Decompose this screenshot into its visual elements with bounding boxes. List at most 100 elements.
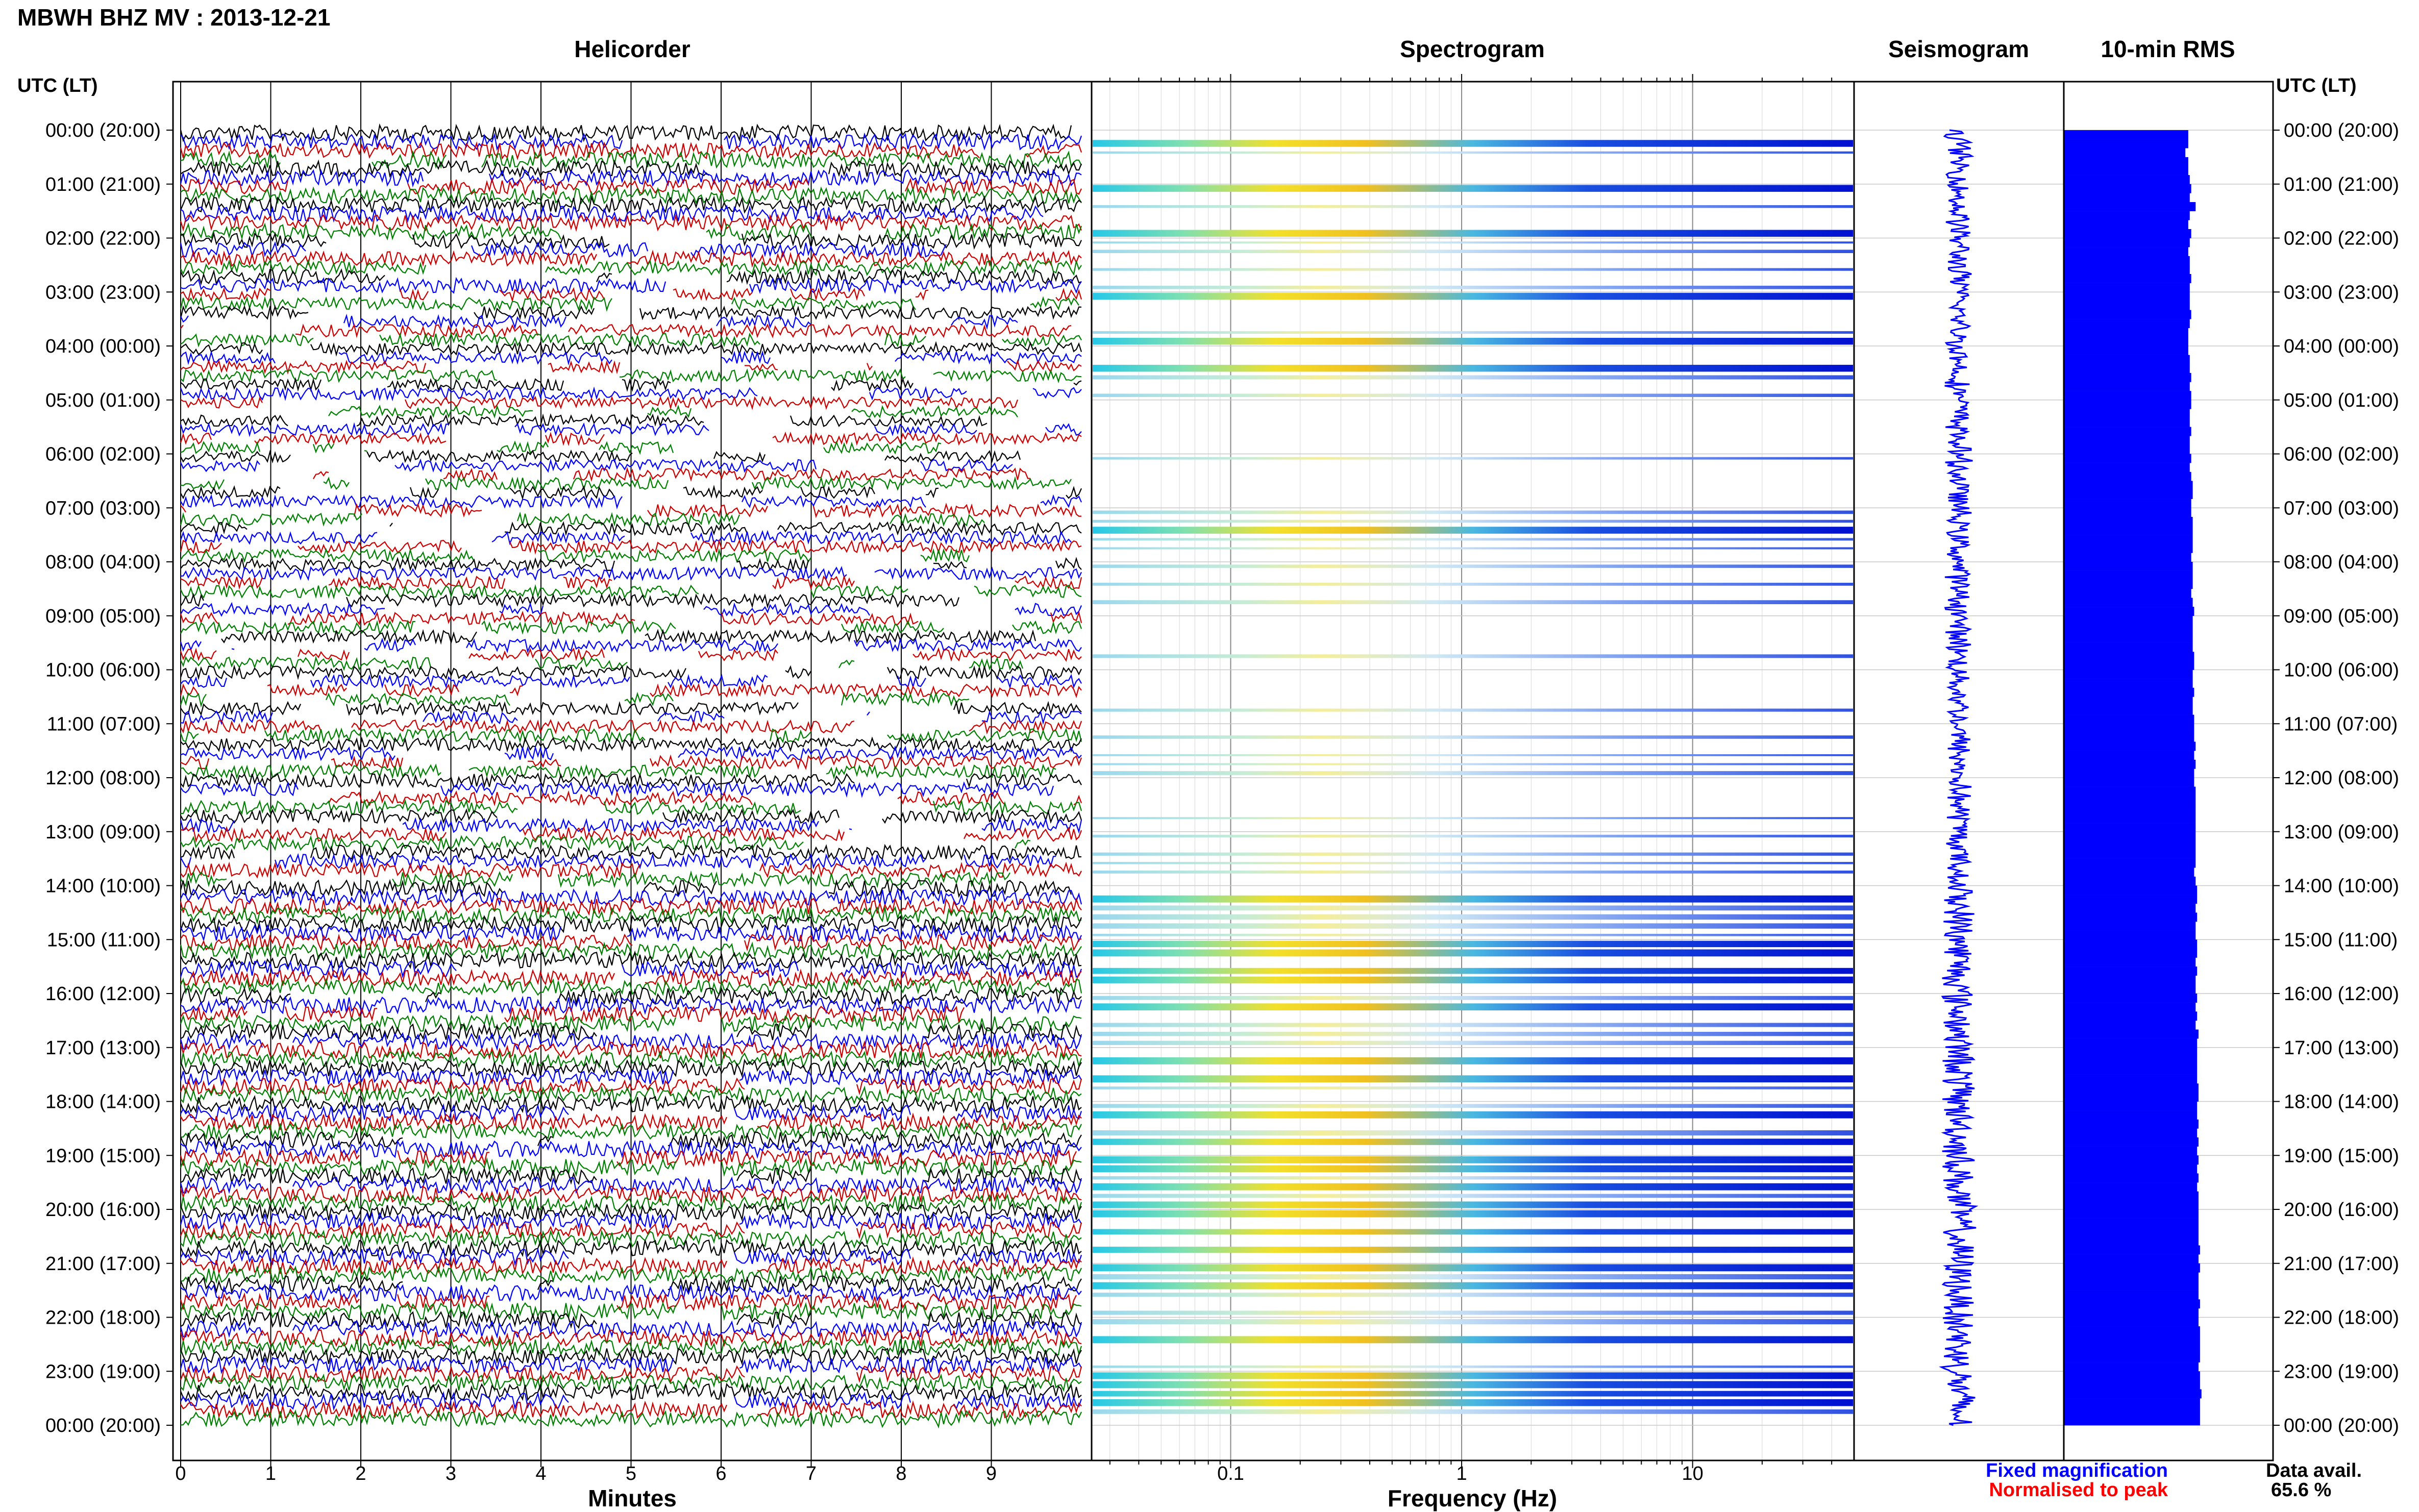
rms-bar (2064, 994, 2198, 1003)
rms-bar (2064, 652, 2194, 661)
helicorder-trace (180, 923, 1082, 943)
rms-bar (2064, 157, 2188, 166)
rms-bar (2064, 1011, 2198, 1021)
rms-bar (2064, 526, 2193, 535)
rms-bar (2064, 1245, 2200, 1255)
helicorder-trace (180, 736, 1082, 753)
helicorder-trace (180, 1247, 1082, 1267)
spectrogram-row (1093, 914, 1853, 920)
helicorder-trace (180, 431, 1082, 447)
spectrogram-row (1093, 940, 1853, 948)
time-axis-header-right: UTC (LT) (2276, 75, 2357, 96)
helicorder-trace (180, 296, 1079, 312)
helicorder-trace (180, 896, 1082, 916)
y-tick-label-right: 09:00 (05:00) (2284, 606, 2399, 627)
helicorder-trace (180, 816, 1082, 834)
spectrogram-row (1093, 519, 1853, 523)
rms-bar (2064, 427, 2191, 436)
helicorder-trace (180, 484, 1082, 501)
helicorder-trace (180, 1265, 1082, 1285)
helicorder-trace (180, 754, 1082, 771)
rms-bar (2064, 751, 2194, 760)
helicorder-trace (180, 422, 1082, 437)
helicorder-trace (328, 404, 1018, 419)
helicorder-trace (180, 277, 1082, 295)
rms-bar (2064, 1308, 2199, 1318)
rms-frame (2063, 81, 2274, 1461)
rms-bar (2064, 975, 2196, 985)
spectrogram-row (1093, 1247, 1853, 1253)
helicorder-trace (180, 368, 1082, 384)
spectrogram-row (1093, 600, 1853, 604)
helicorder-trace (180, 1256, 1082, 1276)
helicorder-trace (180, 959, 1082, 979)
spectrogram-row (1093, 1156, 1853, 1163)
spectrogram-row (1093, 817, 1853, 820)
helicorder-trace (180, 977, 1082, 997)
spectrogram-row (1093, 1381, 1853, 1389)
helicorder-x-tick-label: 5 (626, 1463, 636, 1484)
helicorder-trace (180, 1301, 1082, 1321)
helicorder-trace (180, 933, 1082, 952)
rms-bar (2064, 490, 2193, 499)
panel-title-helicorder: Helicorder (574, 36, 690, 62)
helicorder-trace (180, 241, 947, 258)
rms-bar (2064, 580, 2193, 589)
y-tick-label-right: 23:00 (19:00) (2284, 1361, 2399, 1382)
y-tick-label-right: 20:00 (16:00) (2284, 1199, 2399, 1221)
y-tick-label-right: 05:00 (01:00) (2284, 390, 2399, 411)
y-tick-label-left: 09:00 (05:00) (45, 606, 161, 627)
helicorder-trace (180, 619, 1082, 635)
rms-bar (2064, 615, 2193, 625)
rms-bar (2064, 840, 2196, 850)
helicorder-trace (180, 853, 1056, 870)
page-title: MBWH BHZ MV : 2013-12-21 (17, 4, 330, 31)
spectrogram-row (1093, 564, 1853, 568)
rms-bar (2064, 588, 2191, 598)
spectrogram-row (1093, 862, 1853, 864)
rms-bar (2064, 1038, 2198, 1048)
spectrogram-row (1093, 250, 1853, 253)
rms-bar (2064, 930, 2196, 940)
helicorder-trace (180, 1157, 1082, 1177)
rms-bar (2064, 1407, 2200, 1417)
rms-bar (2064, 139, 2188, 148)
rms-bar (2064, 1371, 2200, 1381)
y-tick-label-left: 10:00 (06:00) (45, 660, 161, 681)
rms-bar (2064, 391, 2191, 400)
rms-bar (2064, 571, 2193, 580)
rms-bar (2064, 175, 2190, 184)
rms-bar (2064, 660, 2194, 670)
helicorder-trace (180, 968, 1082, 988)
rms-bar (2064, 831, 2196, 841)
spectrogram-row (1093, 1372, 1853, 1379)
helicorder-trace (180, 359, 1082, 375)
spectrogram-row (1093, 852, 1853, 856)
rms-bar (2064, 328, 2188, 337)
y-tick-label-right: 06:00 (02:00) (2284, 444, 2399, 465)
rms-bar (2064, 1398, 2200, 1407)
spectrogram-x-label: Frequency (Hz) (1388, 1485, 1557, 1511)
spectrogram-row (1093, 949, 1853, 957)
rms-bar (2064, 238, 2190, 247)
helicorder-x-tick-label: 7 (806, 1463, 817, 1484)
spectrogram-row (1093, 1201, 1853, 1208)
spectrogram-row (1093, 771, 1853, 775)
rms-bar (2064, 481, 2193, 490)
helicorder-trace (180, 475, 1072, 491)
legend-fixed-magnification: Fixed magnification (1986, 1460, 2168, 1481)
helicorder-trace (180, 835, 1031, 852)
rms-bar (2064, 1128, 2198, 1138)
y-tick-label-left: 20:00 (16:00) (45, 1199, 161, 1221)
rms-bar (2064, 355, 2190, 364)
y-tick-label-right: 19:00 (15:00) (2284, 1145, 2399, 1167)
rms-bar (2064, 966, 2198, 976)
helicorder-trace (180, 763, 1056, 780)
rms-bar (2064, 283, 2190, 292)
rms-bar (2064, 912, 2198, 922)
spectrogram-row (1093, 527, 1853, 534)
rms-bar (2064, 1146, 2198, 1156)
y-tick-label-left: 06:00 (02:00) (45, 444, 161, 465)
helicorder-trace (180, 305, 1082, 321)
spectrogram-row (1093, 393, 1853, 397)
